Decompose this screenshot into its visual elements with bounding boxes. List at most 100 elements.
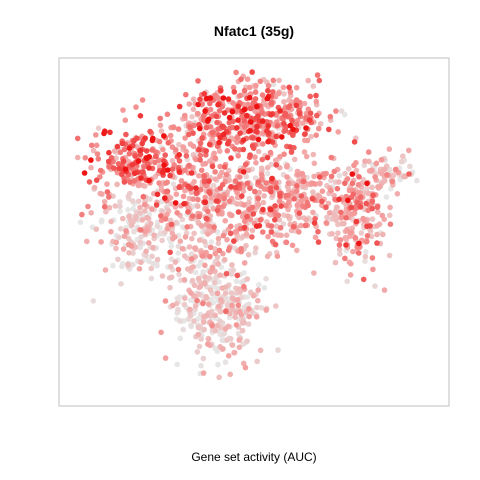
- cell-point: [249, 204, 256, 211]
- cell-point: [316, 125, 322, 132]
- cell-point: [259, 92, 266, 98]
- cell-point: [336, 246, 343, 253]
- cell-point: [182, 112, 188, 119]
- cell-point: [344, 278, 351, 285]
- cell-point: [143, 248, 149, 255]
- cell-point: [223, 270, 230, 277]
- cell-point: [164, 225, 171, 232]
- cell-point: [93, 132, 99, 138]
- cell-point: [235, 330, 242, 337]
- cell-point: [194, 297, 200, 304]
- cell-point: [226, 119, 233, 126]
- cell-point: [310, 180, 317, 187]
- cell-point: [360, 176, 367, 183]
- cell-point: [198, 259, 204, 265]
- cell-point: [207, 269, 214, 276]
- cell-point: [231, 350, 237, 356]
- cell-point: [167, 132, 174, 139]
- cell-point: [343, 215, 349, 221]
- cell-point: [165, 167, 171, 173]
- cell-point: [281, 120, 287, 127]
- cell-point: [146, 154, 152, 160]
- cell-point: [225, 353, 232, 359]
- cell-point: [214, 290, 221, 297]
- cell-point: [170, 181, 177, 187]
- cell-point: [230, 84, 237, 91]
- cell-point: [353, 218, 360, 225]
- cell-point: [159, 237, 165, 244]
- cell-point: [407, 163, 413, 170]
- cell-point: [246, 313, 252, 320]
- cell-point: [189, 277, 196, 284]
- cell-point: [195, 196, 201, 203]
- cell-point: [222, 326, 229, 332]
- cell-point: [208, 195, 214, 201]
- cell-point: [263, 180, 270, 186]
- chart-title: Nfatc1 (35g): [214, 23, 294, 39]
- cell-point: [327, 113, 334, 120]
- cell-point: [273, 180, 279, 186]
- cell-point: [207, 253, 213, 260]
- cell-point: [156, 180, 162, 186]
- cell-point: [209, 130, 215, 136]
- cell-point: [306, 117, 313, 123]
- cell-point: [104, 189, 111, 195]
- cell-point: [240, 278, 246, 285]
- cell-point: [230, 100, 236, 106]
- cell-point: [256, 189, 263, 196]
- cell-point: [170, 124, 177, 130]
- cell-point: [133, 104, 139, 110]
- cell-point: [203, 95, 210, 102]
- cell-point: [195, 101, 201, 108]
- cell-point: [336, 196, 342, 203]
- cell-point: [180, 144, 186, 150]
- cell-point: [184, 224, 190, 230]
- cell-point: [253, 304, 260, 311]
- cell-point: [256, 282, 262, 288]
- cell-point: [196, 173, 202, 179]
- cell-point: [280, 221, 287, 227]
- cell-point: [226, 167, 232, 174]
- cell-point: [179, 245, 186, 252]
- cell-point: [261, 285, 268, 291]
- cell-point: [225, 247, 232, 254]
- cell-point: [244, 76, 251, 82]
- cell-point: [290, 223, 297, 230]
- cell-point: [356, 174, 362, 180]
- cell-point: [196, 213, 202, 220]
- cell-point: [139, 182, 146, 189]
- cell-point: [167, 284, 173, 291]
- cell-point: [146, 240, 152, 246]
- cell-point: [252, 249, 258, 256]
- cell-point: [272, 157, 279, 164]
- cell-point: [233, 184, 239, 191]
- cell-point: [147, 128, 153, 135]
- cell-point: [239, 113, 245, 120]
- cell-point: [212, 92, 218, 99]
- cell-point: [349, 171, 356, 177]
- cell-point: [241, 202, 247, 208]
- cell-point: [143, 148, 150, 154]
- cell-point: [233, 69, 239, 76]
- cell-point: [181, 277, 188, 283]
- cell-point: [207, 244, 214, 251]
- cell-point: [164, 179, 170, 186]
- cell-point: [336, 242, 343, 248]
- cell-point: [95, 125, 102, 131]
- cell-point: [199, 253, 206, 259]
- cell-point: [234, 272, 241, 279]
- cell-point: [311, 220, 318, 226]
- cell-point: [248, 119, 254, 125]
- cell-point: [374, 240, 380, 246]
- cell-point: [374, 223, 380, 229]
- cell-point: [141, 201, 148, 208]
- cell-point: [319, 198, 325, 205]
- cell-point: [190, 106, 197, 113]
- cell-point: [217, 308, 223, 315]
- cell-point: [188, 323, 195, 330]
- cell-point: [345, 197, 351, 204]
- cell-point: [196, 343, 203, 350]
- cell-point: [326, 210, 333, 216]
- cell-point: [218, 87, 224, 94]
- cell-point: [201, 178, 208, 185]
